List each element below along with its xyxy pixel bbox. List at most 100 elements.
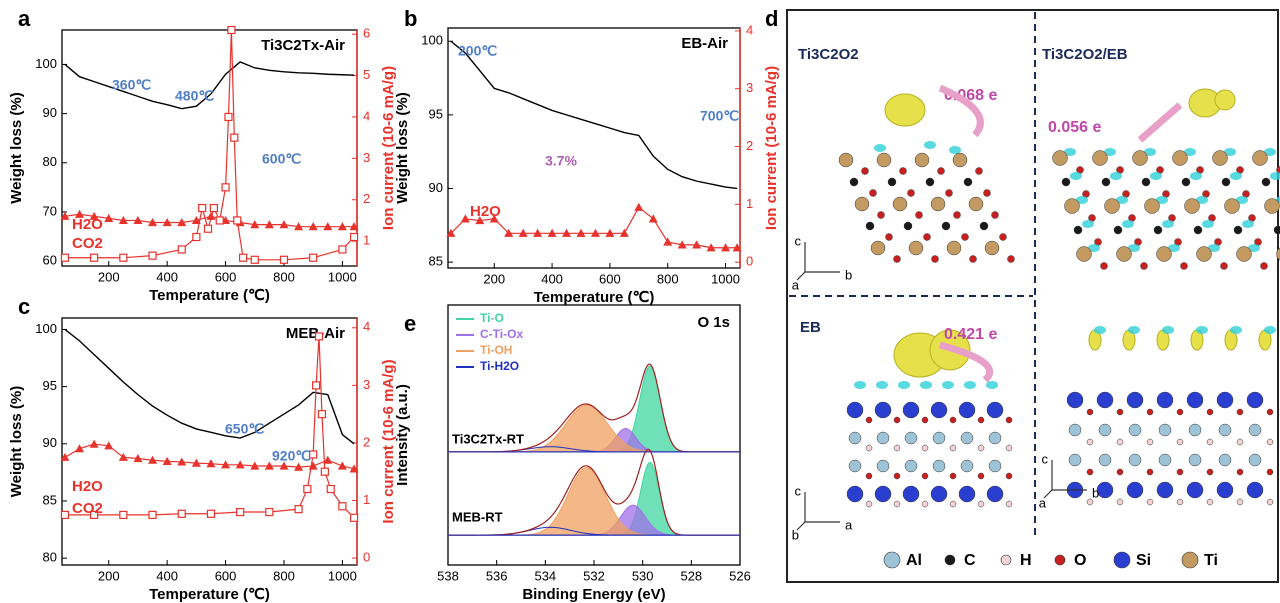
x-tick-label: 530: [632, 568, 654, 583]
atom: [1147, 439, 1153, 445]
atom: [1069, 454, 1081, 466]
atom: [950, 417, 956, 423]
atom: [1237, 409, 1243, 415]
atom: [847, 486, 863, 502]
y2-tick-label: 4: [363, 319, 370, 334]
annotation: 700℃: [700, 108, 739, 124]
x-axis-label: Temperature (℃): [149, 287, 270, 304]
atom: [1087, 439, 1093, 445]
atom: [1177, 439, 1183, 445]
series-line: [65, 329, 354, 443]
series-label: H2O: [72, 216, 103, 233]
x-axis-label: Temperature (℃): [534, 289, 655, 306]
atom: [931, 402, 947, 418]
marker: [461, 214, 470, 222]
series-label: H2O: [72, 478, 103, 495]
y2-tick-label: 5: [363, 67, 370, 82]
x-tick-label: 200: [483, 271, 505, 286]
atom: [1006, 473, 1012, 479]
charge-density: [1122, 220, 1134, 228]
atom: [849, 432, 861, 444]
atom: [1237, 439, 1243, 445]
y2-tick-label: 1: [363, 233, 370, 248]
y-tick-label: 60: [43, 253, 57, 268]
atom: [1265, 199, 1280, 214]
atom: [1117, 469, 1123, 475]
y-tick-label: 100: [35, 56, 57, 71]
atom: [987, 486, 1003, 502]
marker: [266, 509, 273, 516]
marker: [351, 514, 358, 521]
axis-letter: c: [795, 233, 802, 248]
atom: [1065, 199, 1080, 214]
y2-tick-label: 1: [363, 492, 370, 507]
y-axis-label: Weight loss (%): [8, 92, 25, 203]
axis-letter: a: [845, 517, 853, 532]
atom: [1053, 151, 1068, 166]
annotation: 920℃: [272, 448, 311, 464]
x-tick-label: 400: [541, 271, 563, 286]
atom: [904, 222, 912, 230]
y2-tick-label: 0: [746, 254, 753, 269]
marker: [199, 205, 206, 212]
series-label: CO2: [72, 500, 103, 517]
atom: [847, 402, 863, 418]
charge-density: [898, 381, 910, 389]
series-label: H2O: [470, 203, 501, 220]
atom: [1159, 424, 1171, 436]
axis-letter: b: [1092, 485, 1099, 500]
marker: [634, 203, 643, 211]
atom: [931, 486, 947, 502]
atom: [886, 234, 893, 241]
atom: [1207, 439, 1213, 445]
marker: [216, 217, 223, 224]
y2-tick-label: 3: [363, 150, 370, 165]
atom: [922, 501, 928, 507]
y-tick-label: 95: [43, 378, 57, 393]
atom: [855, 197, 869, 211]
atom: [1249, 454, 1261, 466]
charge-density: [1150, 172, 1162, 180]
annotation: 600℃: [262, 151, 301, 167]
atom: [1207, 409, 1213, 415]
charge-density: [986, 381, 998, 389]
atom: [989, 460, 1001, 472]
atom: [933, 432, 945, 444]
charge-density: [885, 94, 925, 126]
y2-tick-label: 1: [746, 196, 753, 211]
marker: [210, 205, 217, 212]
atom: [959, 486, 975, 502]
charge-density: [1230, 172, 1242, 180]
atom: [938, 168, 945, 175]
atom: [1219, 424, 1231, 436]
atom: [1187, 392, 1203, 408]
atom: [903, 486, 919, 502]
atom: [962, 234, 969, 241]
atom: [866, 473, 872, 479]
y-axis-label: Weight loss (%): [8, 386, 25, 497]
atom: [870, 190, 877, 197]
atom: [894, 473, 900, 479]
atom: [1177, 409, 1183, 415]
atom: [1097, 482, 1113, 498]
chart-title: EB-Air: [681, 35, 728, 52]
atom: [1177, 469, 1183, 475]
atom: [1069, 424, 1081, 436]
charge-density: [964, 381, 976, 389]
atom: [961, 460, 973, 472]
atom: [1267, 469, 1273, 475]
marker: [240, 254, 247, 261]
legend-label: C: [964, 552, 976, 569]
atom: [877, 432, 889, 444]
atom: [875, 486, 891, 502]
legend-atom: [884, 552, 900, 568]
y2-axis-label: Ion current (10-6 mA/g): [763, 66, 780, 230]
atom: [1147, 469, 1153, 475]
marker: [205, 225, 212, 232]
atom: [1213, 151, 1228, 166]
atom: [931, 197, 945, 211]
atom: [888, 178, 896, 186]
marker: [225, 113, 232, 120]
legend-label: Si: [1136, 552, 1151, 569]
atom: [1147, 499, 1153, 505]
